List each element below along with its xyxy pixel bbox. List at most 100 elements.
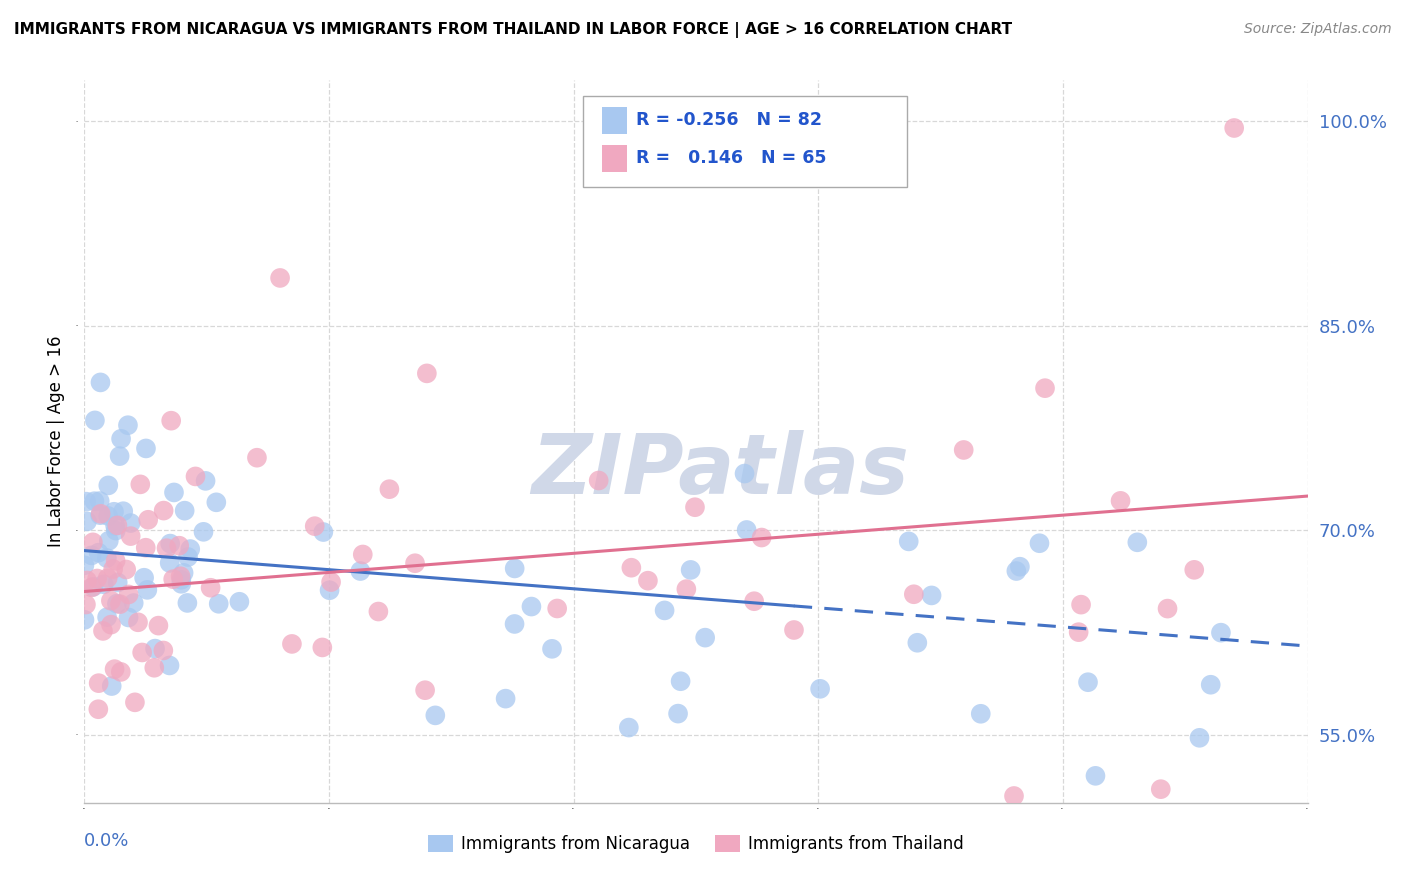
Point [97,478,120,492]
Point [1126,535,1149,549]
Point [143,641,166,656]
Point [86,572,108,586]
Point [304,519,326,533]
Point [200,581,222,595]
Point [173,503,195,517]
Point [100,593,122,607]
Point [80,581,103,595]
Point [103,662,125,676]
Legend: Immigrants from Nicaragua, Immigrants from Thailand: Immigrants from Nicaragua, Immigrants fr… [420,828,972,860]
Point [546,601,568,615]
Point [82,580,104,594]
Point [416,367,439,381]
Point [122,596,145,610]
Point [117,418,139,433]
Text: Source: ZipAtlas.com: Source: ZipAtlas.com [1244,22,1392,37]
Point [1156,601,1178,615]
Point [160,414,183,428]
Point [952,442,974,457]
Point [588,474,610,488]
Point [246,450,269,465]
Point [159,556,181,570]
Point [87,676,110,690]
Point [349,564,371,578]
Point [413,683,436,698]
Point [107,518,129,533]
Point [100,679,122,693]
Point [159,536,181,550]
Point [152,503,174,517]
Point [312,524,335,539]
Point [311,640,333,655]
Point [541,641,564,656]
Point [735,523,758,537]
Point [666,706,689,721]
Point [108,597,131,611]
Point [1008,559,1031,574]
Point [97,533,120,548]
Point [107,575,129,590]
Point [117,587,139,601]
Point [93,577,115,591]
Point [162,572,184,586]
Point [105,597,128,611]
Point [135,442,157,456]
Point [352,548,374,562]
Point [120,529,142,543]
Point [120,516,142,530]
Point [1028,536,1050,550]
Point [1067,625,1090,640]
Point [205,495,228,509]
Point [152,643,174,657]
Point [184,469,207,483]
Point [132,571,155,585]
Point [617,721,640,735]
Point [124,695,146,709]
Point [179,542,201,557]
Point [1223,120,1246,135]
Point [87,546,110,560]
Point [148,618,170,632]
Point [1109,493,1132,508]
Point [679,563,702,577]
Point [136,582,159,597]
Y-axis label: In Labor Force | Age > 16: In Labor Force | Age > 16 [48,335,65,548]
Point [96,551,118,566]
Point [127,615,149,630]
Point [129,477,152,491]
Point [495,691,517,706]
Point [110,432,132,446]
Point [695,631,717,645]
Point [87,702,110,716]
Point [136,513,159,527]
Point [104,524,127,538]
Point [1182,563,1205,577]
Point [1002,789,1025,803]
Point [808,681,831,696]
Point [318,583,340,598]
Point [167,539,190,553]
Point [176,596,198,610]
Point [669,674,692,689]
Point [155,541,177,556]
Point [208,597,231,611]
Point [742,594,765,608]
Point [783,623,806,637]
Point [80,549,103,563]
Point [1070,598,1092,612]
Point [378,482,401,496]
Point [921,589,943,603]
Point [194,474,217,488]
Point [91,624,114,638]
Point [112,504,135,518]
Point [425,708,447,723]
Point [905,636,928,650]
Point [970,706,993,721]
Point [654,603,676,617]
Point [76,515,98,529]
Point [89,494,111,508]
Point [115,562,138,576]
Point [1005,564,1028,578]
Point [76,574,98,588]
Point [108,449,131,463]
